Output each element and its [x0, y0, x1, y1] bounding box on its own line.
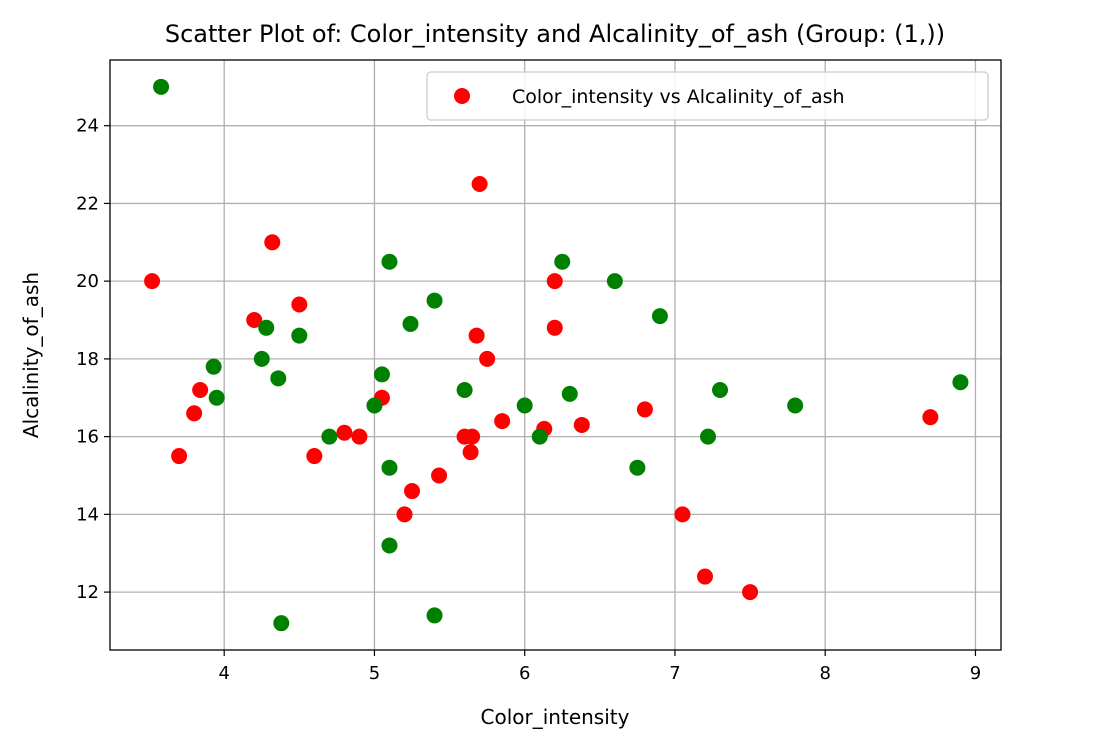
data-point [494, 413, 511, 430]
data-point [561, 385, 578, 402]
data-point [381, 459, 398, 476]
data-points [144, 78, 969, 632]
x-tick-label: 4 [218, 663, 229, 684]
data-point [531, 428, 548, 445]
y-tick-label: 20 [76, 271, 99, 292]
y-axis-label: Alcalinity_of_ash [19, 272, 43, 438]
data-point [606, 273, 623, 290]
legend-box [426, 71, 989, 121]
data-point [464, 428, 481, 445]
data-point [381, 537, 398, 554]
y-tick-label: 14 [76, 504, 99, 525]
data-point [264, 234, 281, 251]
data-point [381, 253, 398, 270]
data-point [208, 389, 225, 406]
data-point [674, 506, 691, 523]
data-point [468, 327, 485, 344]
legend-label: Color_intensity vs Alcalinity_of_ash [512, 86, 845, 108]
data-point [273, 615, 290, 632]
data-point [291, 296, 308, 313]
data-point [462, 444, 479, 461]
y-tick-label: 24 [76, 116, 99, 137]
data-point [270, 370, 287, 387]
data-point [546, 273, 563, 290]
data-point [402, 315, 419, 332]
data-point [171, 448, 188, 465]
data-point [192, 381, 209, 398]
data-point [153, 78, 170, 95]
data-point [431, 467, 448, 484]
data-point [636, 401, 653, 418]
data-point [404, 483, 421, 500]
data-point [700, 428, 717, 445]
grid [110, 60, 1001, 650]
y-tick-label: 18 [76, 349, 99, 370]
data-point [205, 358, 222, 375]
legend-marker [454, 88, 470, 104]
data-point [712, 381, 729, 398]
data-point [321, 428, 338, 445]
data-point [351, 428, 368, 445]
data-point [922, 409, 939, 426]
data-point [246, 312, 263, 329]
legend: Color_intensity vs Alcalinity_of_ash [426, 71, 989, 121]
data-point [554, 253, 571, 270]
data-point [651, 308, 668, 325]
data-point [336, 424, 353, 441]
data-point [253, 350, 270, 367]
y-tick-label: 16 [76, 427, 99, 448]
y-axis-ticks: 12 14 16 18 20 22 24 [76, 116, 110, 603]
data-point [258, 319, 275, 336]
data-point [144, 273, 161, 290]
data-point [629, 459, 646, 476]
y-tick-label: 22 [76, 193, 99, 214]
data-point [471, 175, 488, 192]
data-point [742, 584, 759, 601]
data-point [426, 607, 443, 624]
data-point [373, 366, 390, 383]
y-tick-label: 12 [76, 582, 99, 603]
data-point [697, 568, 714, 585]
x-tick-label: 6 [519, 663, 530, 684]
data-point [573, 416, 590, 433]
x-tick-label: 9 [970, 663, 981, 684]
x-tick-label: 7 [669, 663, 680, 684]
x-tick-label: 8 [819, 663, 830, 684]
x-tick-label: 5 [369, 663, 380, 684]
data-point [479, 350, 496, 367]
data-point [396, 506, 413, 523]
data-point [306, 448, 323, 465]
data-point [456, 381, 473, 398]
chart-title: Scatter Plot of: Color_intensity and Alc… [165, 20, 945, 48]
plot-frame [109, 59, 1002, 651]
data-point [787, 397, 804, 414]
data-point [516, 397, 533, 414]
data-point [426, 292, 443, 309]
data-point [366, 397, 383, 414]
data-point [186, 405, 203, 422]
x-axis-ticks: 4 5 6 7 8 9 [218, 650, 981, 684]
data-point [952, 374, 969, 391]
data-point [546, 319, 563, 336]
data-point [291, 327, 308, 344]
x-axis-label: Color_intensity [481, 705, 630, 729]
